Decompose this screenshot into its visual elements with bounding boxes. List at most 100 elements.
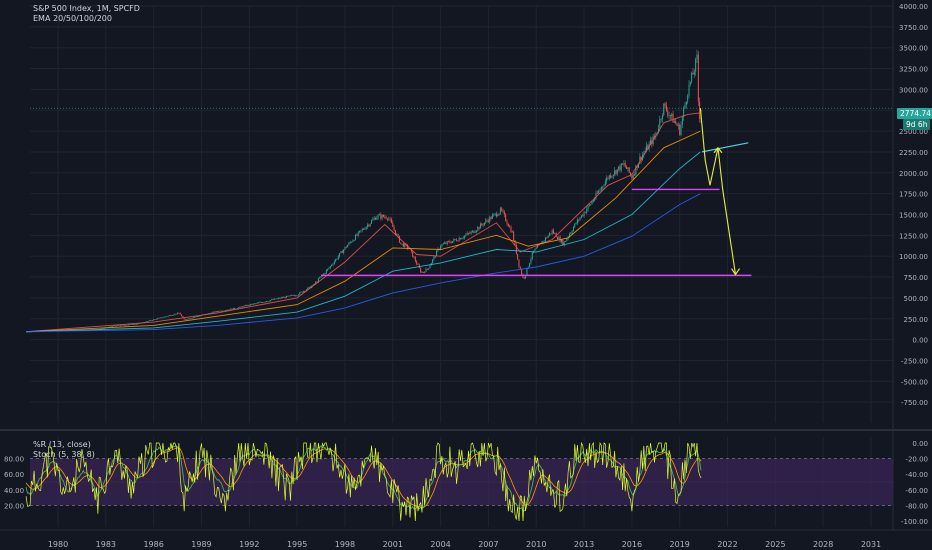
candle-body — [421, 272, 423, 274]
williams-r-legend[interactable]: %R (13, close) — [33, 440, 91, 449]
candle-body — [695, 59, 697, 72]
candle-body — [499, 208, 501, 214]
candle-body — [272, 299, 274, 301]
candle-body — [506, 220, 508, 224]
candle-body — [444, 242, 446, 244]
candle-body — [616, 169, 618, 174]
candle-body — [319, 277, 321, 279]
candle-body — [259, 302, 261, 303]
candle-body — [692, 72, 694, 75]
candle-body — [663, 103, 665, 116]
candle-body — [462, 237, 464, 239]
candle-body — [234, 308, 236, 309]
last-price-tag: 2774.74 — [897, 108, 932, 119]
candle-body — [410, 249, 412, 252]
candle-body — [412, 251, 414, 258]
candle-body — [486, 220, 488, 222]
x-tick-label: 1998 — [335, 540, 355, 549]
candle-body — [635, 165, 637, 175]
candle-body — [219, 310, 221, 312]
candle-body — [531, 252, 533, 259]
candle-body — [376, 217, 378, 220]
candle-body — [513, 231, 515, 241]
candle-body — [596, 192, 598, 194]
candle-body — [274, 298, 276, 300]
candle-body — [394, 229, 396, 235]
candle-body — [191, 317, 193, 319]
candle-body — [199, 315, 201, 317]
candle-body — [481, 223, 483, 225]
candle-body — [183, 317, 185, 320]
candle-body — [284, 296, 286, 298]
candle-body — [113, 325, 115, 327]
candle-body — [270, 300, 272, 302]
candle-body — [380, 214, 382, 219]
candle-body — [293, 295, 295, 297]
candle-body — [647, 145, 649, 150]
candle-body — [287, 295, 289, 297]
candle-body — [194, 316, 196, 318]
candle-body — [440, 246, 442, 250]
candle-body — [190, 318, 192, 319]
x-tick-label: 1995 — [287, 540, 307, 549]
candle-body — [328, 267, 330, 269]
y-tick-label: 4000.00 — [899, 3, 928, 11]
candle-body — [465, 234, 467, 236]
candle-body — [389, 218, 391, 220]
candle-body — [517, 253, 519, 260]
candle-body — [618, 166, 620, 170]
ema-legend[interactable]: EMA 20/50/100/200 — [33, 14, 112, 23]
candle-body — [473, 230, 475, 233]
candle-body — [268, 301, 270, 302]
candle-body — [324, 273, 326, 275]
candle-body — [483, 222, 485, 226]
candle-body — [679, 124, 681, 136]
candle-body — [553, 230, 555, 234]
candle-body — [595, 192, 597, 199]
candle-body — [181, 314, 183, 317]
osc-right-tick-label: -80.00 — [905, 502, 928, 510]
candle-body — [295, 295, 297, 297]
candle-body — [135, 323, 137, 325]
oscillator-axis[interactable]: 80.00 60.00 40.00 20.00 0.00 -20.00 -40.00 -60.… — [4, 440, 928, 526]
candle-body — [297, 294, 299, 296]
x-tick-label: 2004 — [430, 540, 450, 549]
candle-body — [602, 186, 604, 188]
candle-body — [323, 273, 325, 275]
candle-body — [397, 234, 399, 237]
time-axis[interactable]: 1980 1983 1986 1989 1992 1995 1998 2001 2004 2007… — [48, 540, 881, 549]
candle-body — [305, 289, 307, 291]
candle-body — [262, 302, 264, 304]
candle-body — [382, 214, 384, 217]
candle-body — [340, 251, 342, 254]
candle-body — [373, 218, 375, 220]
stochastic-legend[interactable]: Stoch (5, 38, 8) — [33, 450, 95, 459]
candle-body — [529, 263, 531, 267]
candle-body — [643, 152, 645, 155]
candle-body — [275, 298, 277, 300]
candle-body — [604, 181, 606, 186]
candle-body — [545, 237, 547, 241]
candle-body — [523, 277, 525, 279]
candle-body — [173, 314, 175, 316]
candle-body — [659, 119, 661, 129]
candle-body — [175, 313, 177, 315]
candle-body — [631, 174, 633, 179]
candle-body — [169, 315, 171, 317]
candle-body — [211, 312, 213, 314]
x-tick-label: 2007 — [478, 540, 498, 549]
candle-body — [586, 209, 588, 213]
candle-body — [445, 242, 447, 244]
candle-body — [161, 317, 163, 319]
candle-body — [402, 243, 404, 247]
osc-left-tick-label: 20.00 — [4, 502, 24, 510]
symbol-title[interactable]: S&P 500 Index, 1M, SPCFD — [33, 4, 140, 13]
y-tick-label: 1750.00 — [899, 191, 928, 199]
price-axis[interactable]: 4000.003750.003500.003250.003000.002750.… — [899, 3, 928, 407]
candle-body — [691, 72, 693, 82]
ema-line — [26, 130, 701, 333]
candle-body — [525, 274, 527, 279]
candle-body — [603, 185, 605, 187]
candle-body — [434, 256, 436, 258]
candle-body — [243, 305, 245, 308]
